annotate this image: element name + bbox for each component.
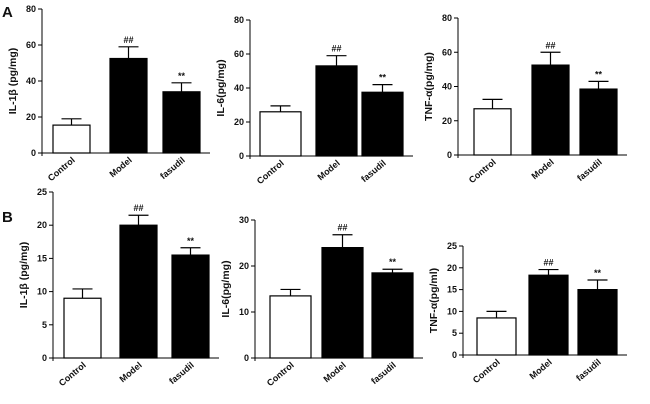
charts-group: 0 20 40 60 80 IL-1β (pg/mg) Control ## Model ** fa…	[7, 4, 627, 388]
bar-model	[109, 57, 148, 154]
y-tick-label: 5	[42, 320, 47, 330]
category-label: Control	[471, 357, 502, 385]
bar-model	[528, 274, 569, 356]
category-label: fasudil	[359, 158, 388, 184]
bar-fasudil	[162, 91, 201, 154]
y-axis-label: TNF-α(pg/ml)	[428, 268, 440, 333]
y-tick-label: 60	[234, 49, 244, 59]
category-label: Model	[117, 360, 143, 384]
y-tick-label: 10	[239, 307, 249, 317]
y-tick-label: 0	[31, 148, 36, 158]
y-tick-label: 0	[42, 353, 47, 363]
y-axis-label: IL-6(pg/mg)	[220, 260, 232, 317]
significance-mark: ##	[133, 203, 143, 213]
bar-fasudil	[577, 289, 618, 356]
bar-fasudil	[171, 254, 210, 359]
y-tick-label: 20	[447, 263, 457, 273]
chart-5: 0 10 20 30 IL-6(pg/mg) Control ## Model ** fasudi…	[220, 215, 423, 388]
significance-mark: ##	[545, 40, 555, 50]
bar-control	[473, 108, 512, 156]
bar-control	[52, 124, 91, 154]
y-axis-label: IL-1β (pg/mg)	[18, 242, 30, 308]
y-tick-label: 30	[239, 215, 249, 225]
y-tick-label: 20	[442, 116, 452, 126]
bar-fasudil	[371, 272, 414, 359]
category-label: Model	[321, 360, 347, 384]
chart-1: 0 20 40 60 80 IL-1β (pg/mg) Control ## Model ** fa…	[7, 4, 210, 183]
category-label: Model	[107, 155, 133, 179]
panel-letter-a: A	[2, 4, 13, 21]
y-tick-label: 60	[442, 47, 452, 57]
y-tick-label: 10	[447, 306, 457, 316]
bar-model	[315, 65, 358, 157]
category-label: Model	[527, 357, 553, 381]
category-label: fasudil	[167, 360, 196, 386]
category-label: fasudil	[158, 155, 187, 181]
significance-mark: **	[379, 73, 387, 83]
y-tick-label: 0	[452, 350, 457, 360]
bar-control	[63, 297, 102, 359]
bar-control	[269, 295, 312, 359]
y-tick-label: 5	[452, 328, 457, 338]
y-axis-label: TNF-α(pg/mg)	[423, 52, 435, 121]
y-axis-label: IL-1β (pg/mg)	[7, 48, 19, 114]
significance-mark: **	[178, 71, 186, 81]
y-tick-label: 40	[234, 83, 244, 93]
y-tick-label: 60	[26, 40, 36, 50]
y-axis-label: IL-6(pg/mg)	[215, 59, 227, 116]
bar-fasudil	[361, 91, 404, 157]
y-tick-label: 15	[37, 253, 47, 263]
category-label: Model	[315, 158, 341, 182]
bar-model	[321, 247, 364, 359]
chart-6: 0 5 10 15 20 25 TNF-α(pg/ml) Control ## Model ** fa…	[428, 241, 627, 385]
category-label: fasudil	[575, 157, 604, 183]
significance-mark: **	[595, 69, 603, 79]
y-tick-label: 80	[26, 4, 36, 14]
y-tick-label: 10	[37, 287, 47, 297]
y-tick-label: 20	[234, 117, 244, 127]
bar-fasudil	[579, 88, 618, 156]
y-tick-label: 20	[37, 220, 47, 230]
y-tick-label: 40	[26, 76, 36, 86]
y-tick-label: 0	[239, 151, 244, 161]
bar-control	[259, 111, 302, 157]
significance-mark: ##	[331, 44, 341, 54]
chart-2: 0 20 40 60 80 IL-6(pg/mg) Control ## Model ** fasu…	[215, 15, 413, 186]
significance-mark: **	[389, 257, 397, 267]
significance-mark: ##	[543, 258, 553, 268]
y-tick-label: 25	[37, 187, 47, 197]
category-label: Control	[57, 360, 88, 388]
category-label: Control	[265, 360, 296, 388]
chart-3: 0 20 40 60 80 TNF-α(pg/mg) Control ## Model ** fas…	[423, 13, 627, 185]
y-tick-label: 15	[447, 285, 457, 295]
category-label: Model	[529, 157, 555, 181]
bar-control	[476, 317, 517, 356]
panel-letter-b: B	[2, 209, 13, 226]
category-label: Control	[46, 155, 77, 183]
y-tick-label: 20	[26, 112, 36, 122]
y-tick-label: 0	[447, 150, 452, 160]
significance-mark: ##	[337, 223, 347, 233]
category-label: Control	[467, 157, 498, 185]
y-tick-label: 20	[239, 261, 249, 271]
significance-mark: **	[594, 268, 602, 278]
category-label: fasudil	[369, 360, 398, 386]
significance-mark: **	[187, 236, 195, 246]
bar-model	[119, 224, 158, 359]
y-tick-label: 0	[244, 353, 249, 363]
y-tick-label: 80	[234, 15, 244, 25]
significance-mark: ##	[123, 35, 133, 45]
category-label: fasudil	[574, 357, 603, 383]
y-tick-label: 25	[447, 241, 457, 251]
y-tick-label: 40	[442, 82, 452, 92]
y-tick-label: 80	[442, 13, 452, 23]
chart-4: 0 5 10 15 20 25 IL-1β (pg/mg) Control ## Model ** f…	[18, 187, 219, 388]
category-label: Control	[255, 158, 286, 186]
bar-model	[531, 64, 570, 156]
